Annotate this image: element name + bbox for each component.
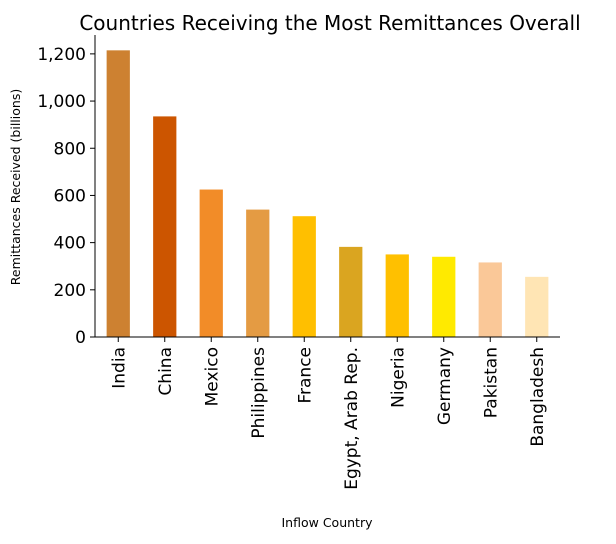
bar-france — [292, 216, 316, 337]
chart-title: Countries Receiving the Most Remittances… — [79, 11, 580, 35]
y-tick-label: 600 — [54, 186, 86, 206]
y-tick-label: 800 — [54, 139, 86, 159]
y-tick-label: 1,000 — [37, 92, 86, 112]
x-tick-label: Egypt, Arab Rep. — [342, 347, 362, 490]
x-axis: India China Mexico Philippines France Egypt, … — [95, 336, 560, 490]
bar-germany — [432, 256, 456, 337]
bar-mexico — [199, 189, 223, 337]
x-tick-label: Philippines — [249, 347, 269, 439]
y-tick-label: 200 — [54, 281, 86, 301]
y-tick-label: 1,200 — [37, 45, 86, 65]
x-tick-label: India — [109, 347, 129, 389]
x-axis-label: Inflow Country — [282, 515, 374, 530]
x-tick-label: Mexico — [202, 347, 222, 406]
bar-egypt-arab-rep — [339, 246, 363, 337]
x-tick-label: Germany — [435, 347, 455, 425]
bar-philippines — [246, 209, 270, 337]
bars-group — [106, 50, 549, 338]
y-axis: 0 200 400 600 800 1,000 1,200 — [37, 35, 96, 348]
bar-nigeria — [385, 254, 409, 337]
bar-pakistan — [478, 262, 502, 337]
y-tick-label: 400 — [54, 234, 86, 254]
x-tick-label: China — [156, 347, 176, 396]
bar-china — [153, 116, 177, 338]
x-tick-label: Bangladesh — [528, 347, 548, 447]
x-tick-label: France — [295, 347, 315, 404]
y-tick-label: 0 — [75, 328, 86, 348]
bar-india — [106, 50, 130, 338]
y-axis-label: Remittances Received (billions) — [8, 89, 23, 285]
bar-bangladesh — [525, 276, 549, 337]
x-tick-label: Pakistan — [481, 347, 501, 418]
x-tick-label: Nigeria — [388, 347, 408, 408]
